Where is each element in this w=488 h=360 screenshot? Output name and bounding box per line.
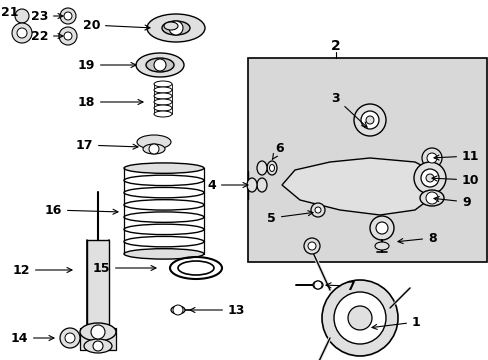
- Circle shape: [154, 59, 165, 71]
- Ellipse shape: [154, 87, 172, 93]
- Text: 21: 21: [1, 5, 19, 18]
- Ellipse shape: [154, 111, 172, 117]
- Circle shape: [93, 341, 103, 351]
- Ellipse shape: [269, 165, 274, 171]
- Ellipse shape: [312, 281, 323, 289]
- Ellipse shape: [171, 306, 184, 314]
- Text: 10: 10: [431, 174, 479, 186]
- Circle shape: [375, 222, 387, 234]
- Ellipse shape: [124, 212, 203, 222]
- Ellipse shape: [146, 58, 174, 72]
- Ellipse shape: [147, 14, 204, 42]
- Ellipse shape: [124, 249, 203, 259]
- Circle shape: [91, 325, 105, 339]
- Ellipse shape: [419, 190, 443, 206]
- Circle shape: [321, 280, 397, 356]
- Bar: [87, 240, 109, 328]
- Circle shape: [347, 306, 371, 330]
- Ellipse shape: [84, 339, 112, 353]
- Text: 14: 14: [10, 332, 54, 345]
- Circle shape: [307, 242, 315, 250]
- Ellipse shape: [136, 53, 183, 77]
- Circle shape: [15, 9, 29, 23]
- Ellipse shape: [154, 99, 172, 105]
- Text: 11: 11: [433, 149, 479, 162]
- Ellipse shape: [124, 200, 203, 210]
- Ellipse shape: [154, 105, 172, 111]
- Ellipse shape: [266, 161, 276, 175]
- Ellipse shape: [163, 22, 178, 30]
- Circle shape: [369, 216, 393, 240]
- Circle shape: [169, 21, 183, 35]
- Ellipse shape: [124, 163, 203, 173]
- Circle shape: [65, 333, 75, 343]
- Text: 8: 8: [397, 231, 436, 244]
- Polygon shape: [282, 158, 439, 215]
- Circle shape: [421, 148, 441, 168]
- Ellipse shape: [124, 224, 203, 235]
- Circle shape: [60, 8, 76, 24]
- Text: 12: 12: [13, 264, 72, 276]
- Ellipse shape: [124, 188, 203, 198]
- Ellipse shape: [154, 81, 172, 87]
- Circle shape: [360, 111, 378, 129]
- Circle shape: [12, 23, 32, 43]
- Text: 22: 22: [30, 30, 63, 42]
- Ellipse shape: [257, 161, 266, 175]
- Circle shape: [17, 28, 27, 38]
- Circle shape: [304, 238, 319, 254]
- Text: 4: 4: [207, 179, 247, 192]
- Text: 1: 1: [371, 315, 420, 329]
- Circle shape: [64, 32, 72, 40]
- Ellipse shape: [137, 135, 171, 149]
- Text: 2: 2: [330, 39, 340, 53]
- Circle shape: [365, 116, 373, 124]
- Circle shape: [173, 305, 183, 315]
- Text: 9: 9: [433, 195, 469, 208]
- Circle shape: [353, 104, 385, 136]
- Circle shape: [413, 162, 445, 194]
- Text: 7: 7: [325, 279, 354, 292]
- Text: 20: 20: [82, 18, 150, 32]
- Text: 15: 15: [92, 261, 156, 274]
- Ellipse shape: [257, 178, 266, 192]
- Ellipse shape: [374, 242, 388, 250]
- Text: 23: 23: [31, 9, 63, 23]
- Text: 17: 17: [75, 139, 138, 152]
- Text: 18: 18: [78, 95, 142, 108]
- Text: 19: 19: [78, 59, 136, 72]
- Bar: [80, 328, 116, 350]
- Text: 13: 13: [190, 303, 245, 316]
- Ellipse shape: [124, 175, 203, 186]
- Circle shape: [59, 27, 77, 45]
- Circle shape: [60, 328, 80, 348]
- Bar: [247, 58, 486, 262]
- Ellipse shape: [124, 237, 203, 247]
- Ellipse shape: [246, 178, 257, 192]
- Ellipse shape: [154, 93, 172, 99]
- Ellipse shape: [178, 261, 214, 275]
- Circle shape: [310, 203, 325, 217]
- Text: 3: 3: [331, 91, 366, 127]
- Circle shape: [314, 207, 320, 213]
- Circle shape: [425, 174, 433, 182]
- Circle shape: [333, 292, 385, 344]
- Circle shape: [426, 153, 436, 163]
- Text: 16: 16: [44, 203, 118, 216]
- Circle shape: [64, 12, 72, 20]
- Ellipse shape: [162, 21, 190, 35]
- Text: 5: 5: [267, 211, 312, 225]
- Ellipse shape: [80, 323, 116, 341]
- Circle shape: [313, 281, 321, 289]
- Circle shape: [425, 192, 437, 204]
- Text: 6: 6: [272, 141, 284, 159]
- Circle shape: [149, 144, 159, 154]
- Ellipse shape: [142, 144, 164, 154]
- Circle shape: [420, 169, 438, 187]
